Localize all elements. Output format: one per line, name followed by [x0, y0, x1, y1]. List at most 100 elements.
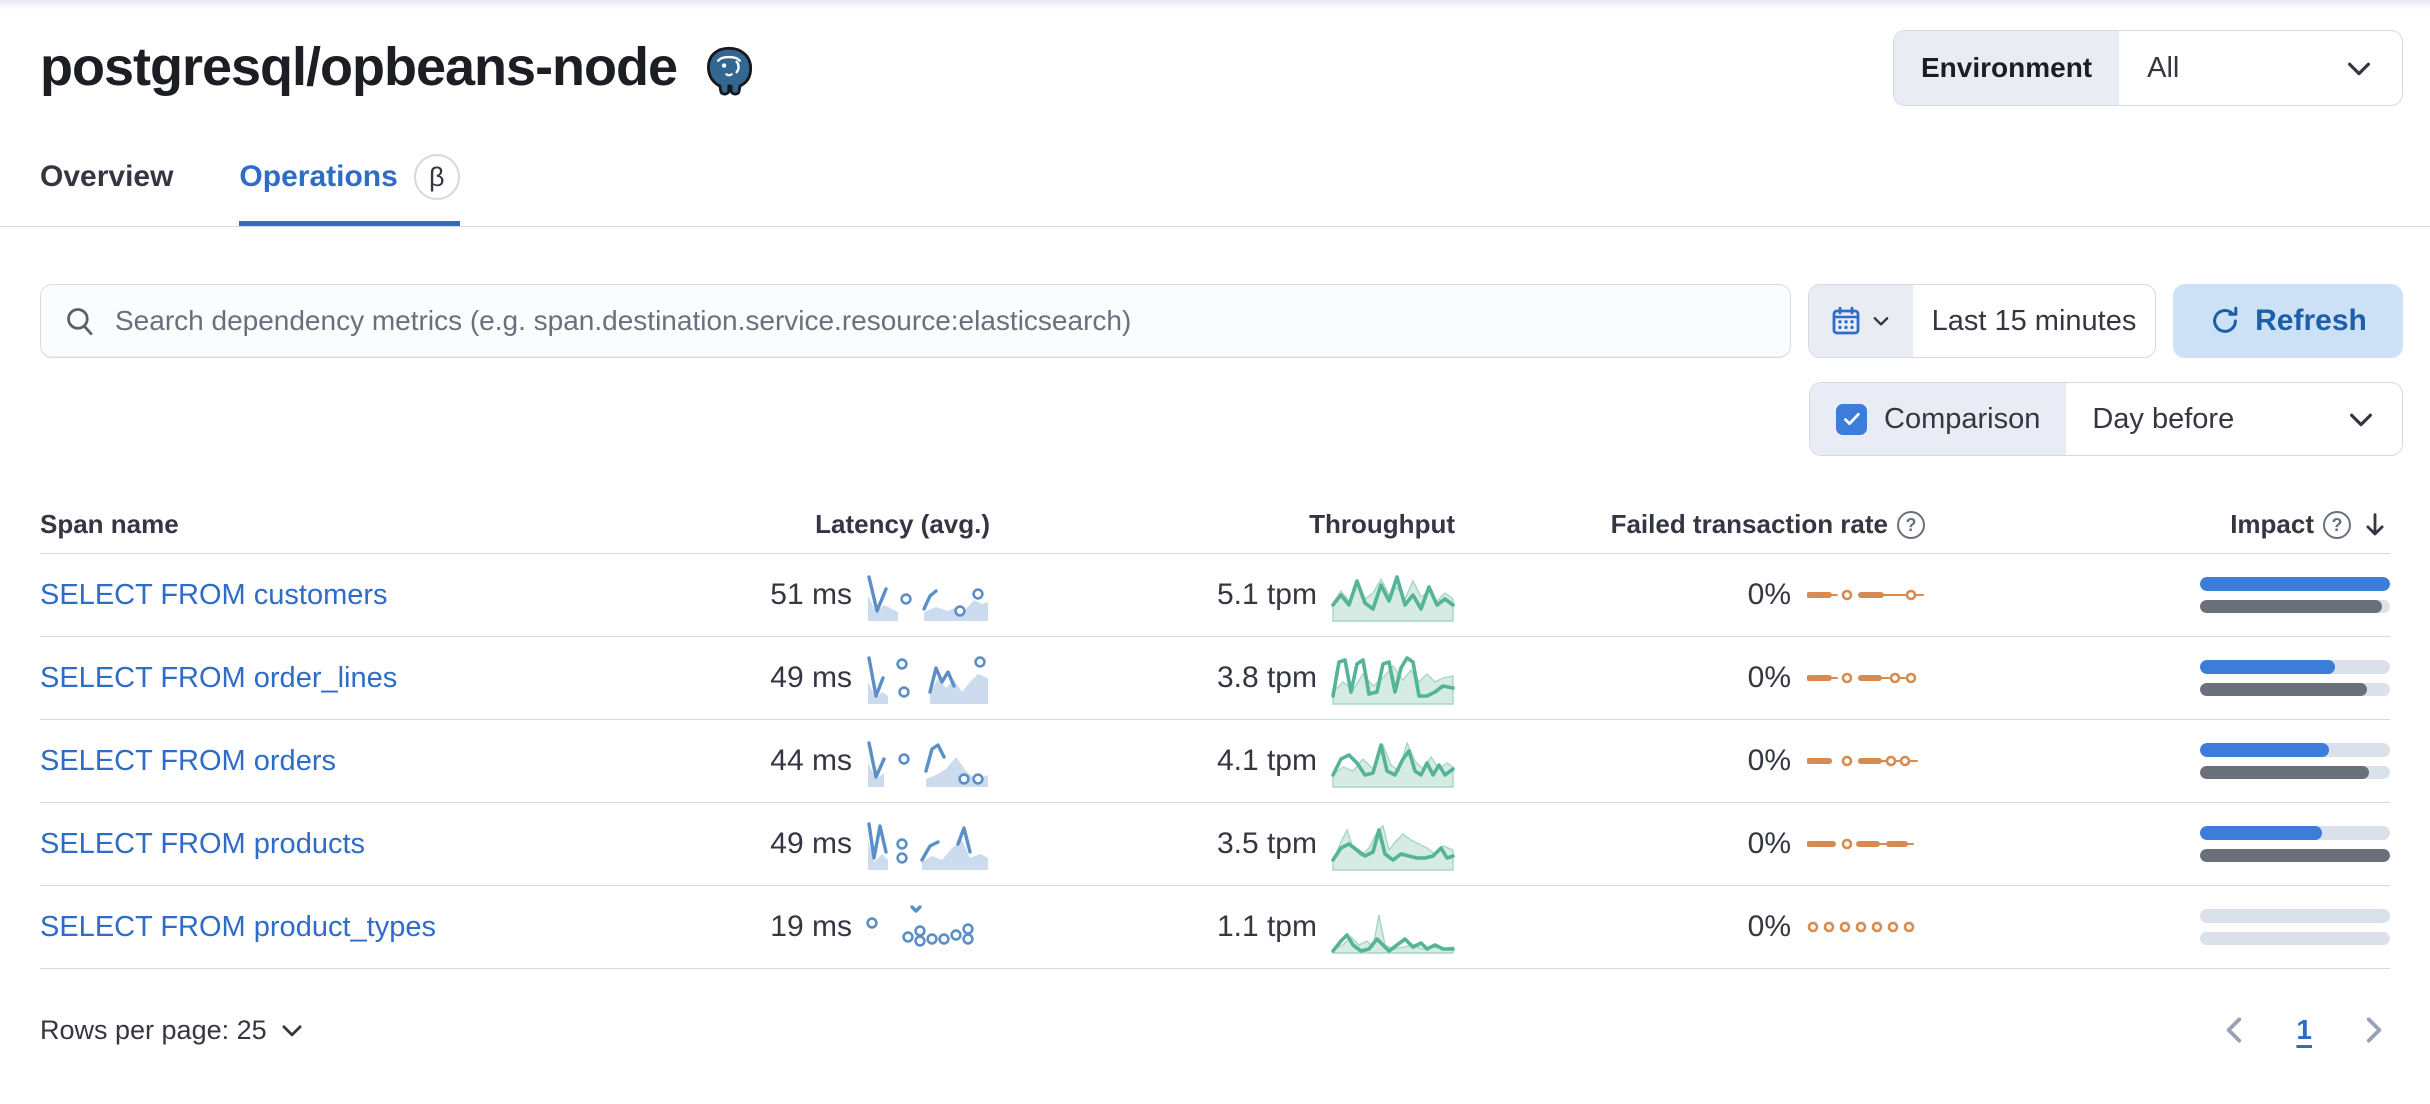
impact-bar-previous: [2200, 766, 2390, 779]
sparkline-chart: [867, 575, 988, 621]
environment-select[interactable]: Environment All: [1893, 30, 2403, 106]
sparkline-chart: [867, 822, 988, 870]
span-name-cell: SELECT FROM products: [40, 828, 530, 861]
comparison-select[interactable]: Day before: [2066, 383, 2402, 455]
help-icon[interactable]: ?: [1897, 510, 1925, 539]
calendar-icon: [1832, 306, 1860, 335]
failed-rate-cell: 0%: [1455, 735, 1925, 787]
environment-label: Environment: [1894, 31, 2120, 105]
latency-cell: 51 ms: [530, 569, 990, 621]
table-row: SELECT FROM product_types 19 ms 1.1 tpm 0%: [40, 886, 2390, 969]
sparkline-chart: [866, 905, 974, 947]
throughput-cell: 5.1 tpm: [990, 567, 1455, 623]
impact-bars: [2200, 660, 2390, 696]
impact-bar-fill: [2200, 849, 2390, 862]
failed-rate-cell: 0%: [1455, 569, 1925, 621]
column-header-failed-rate[interactable]: Failed transaction rate ?: [1455, 509, 1925, 540]
time-range-button[interactable]: Last 15 minutes: [1913, 285, 2155, 357]
table-header: Span name Latency (avg.) Throughput Fail…: [40, 496, 2390, 554]
impact-bar-previous: [2200, 932, 2390, 945]
latency-cell: 19 ms: [530, 901, 990, 953]
impact-bar-current: [2200, 909, 2390, 923]
failed-rate-cell: 0%: [1455, 901, 1925, 953]
impact-bar-fill: [2200, 577, 2390, 591]
span-name-link[interactable]: SELECT FROM products: [40, 827, 366, 860]
environment-value: All: [2147, 51, 2180, 84]
failed-rate-value: 0%: [1747, 661, 1791, 694]
check-icon: [1843, 412, 1860, 426]
impact-cell: [1925, 743, 2390, 779]
page-title: postgresql/opbeans-node: [40, 37, 678, 97]
top-shadow: [0, 0, 2430, 10]
throughput-cell: 1.1 tpm: [990, 899, 1455, 955]
help-icon[interactable]: ?: [2323, 510, 2351, 539]
search-input[interactable]: [115, 305, 1768, 337]
impact-bar-fill: [2200, 683, 2368, 696]
sparkline-chart: [1331, 824, 1455, 871]
rows-per-page-button[interactable]: Rows per page: 25: [40, 1015, 305, 1046]
tab-operations[interactable]: Operations β: [239, 154, 460, 226]
column-header-span-name[interactable]: Span name: [40, 509, 179, 539]
comparison-group: Comparison Day before: [1809, 382, 2403, 456]
span-name-link[interactable]: SELECT FROM orders: [40, 744, 336, 777]
page-header: postgresql/opbeans-node Environment All: [0, 10, 2430, 106]
sparkline-chart: [1807, 755, 1918, 767]
span-name-link[interactable]: SELECT FROM order_lines: [40, 661, 398, 694]
comparison-checkbox[interactable]: [1836, 403, 1867, 435]
comparison-label: Comparison: [1884, 402, 2041, 435]
span-name-link[interactable]: SELECT FROM product_types: [40, 910, 436, 943]
latency-value: 51 ms: [770, 578, 852, 611]
date-picker-menu-button[interactable]: [1809, 285, 1913, 357]
impact-cell: [1925, 909, 2390, 945]
operations-table: Span name Latency (avg.) Throughput Fail…: [40, 496, 2390, 969]
tab-divider: [0, 226, 2430, 227]
throughput-cell: 4.1 tpm: [990, 733, 1455, 789]
impact-cell: [1925, 660, 2390, 696]
impact-bar-fill: [2200, 660, 2335, 674]
refresh-button[interactable]: Refresh: [2173, 284, 2403, 358]
failed-rate-cell: 0%: [1455, 652, 1925, 704]
impact-bar-current: [2200, 577, 2390, 591]
column-header-latency[interactable]: Latency (avg.): [815, 509, 990, 539]
table-row: SELECT FROM products 49 ms 3.5 tpm 0%: [40, 803, 2390, 886]
sparkline-chart: [867, 656, 988, 704]
tab-overview-label: Overview: [40, 160, 174, 193]
sparkline-chart: [1331, 914, 1455, 954]
page-number-button[interactable]: 1: [2296, 1014, 2312, 1045]
span-name-cell: SELECT FROM product_types: [40, 911, 530, 944]
sparkline-chart: [1331, 575, 1455, 622]
failed-rate-value: 0%: [1747, 744, 1791, 777]
impact-bar-previous: [2200, 683, 2390, 696]
throughput-value: 3.5 tpm: [1216, 827, 1317, 860]
chevron-down-icon: [2350, 413, 2372, 427]
comparison-value: Day before: [2092, 402, 2235, 435]
toolbar: Last 15 minutes Refresh: [40, 284, 2403, 358]
sort-desc-icon: [2366, 512, 2384, 535]
latency-cell: 49 ms: [530, 818, 990, 870]
table-body: SELECT FROM customers 51 ms 5.1 tpm 0% SELEC…: [40, 554, 2390, 969]
tab-operations-label: Operations: [239, 160, 398, 193]
latency-value: 44 ms: [770, 744, 852, 777]
impact-bar-fill: [2200, 743, 2330, 757]
column-header-impact[interactable]: Impact ?: [1925, 509, 2390, 540]
sparkline-chart: [1807, 921, 1915, 933]
span-name-cell: SELECT FROM customers: [40, 579, 530, 612]
sparkline-chart: [1807, 838, 1914, 850]
refresh-label: Refresh: [2255, 304, 2367, 337]
previous-page-button[interactable]: [2218, 1013, 2252, 1047]
tab-overview[interactable]: Overview: [40, 154, 173, 226]
impact-bar-current: [2200, 743, 2390, 757]
beta-badge: β: [413, 154, 460, 200]
next-page-button[interactable]: [2356, 1013, 2390, 1047]
date-picker: Last 15 minutes: [1808, 284, 2156, 358]
chevron-down-icon: [2348, 62, 2370, 76]
failed-rate-cell: 0%: [1455, 818, 1925, 870]
throughput-value: 5.1 tpm: [1216, 578, 1317, 611]
latency-cell: 49 ms: [530, 652, 990, 704]
impact-bars: [2200, 577, 2390, 613]
throughput-value: 1.1 tpm: [1216, 910, 1317, 943]
impact-bar-fill: [2200, 600, 2383, 613]
span-name-link[interactable]: SELECT FROM customers: [40, 578, 388, 611]
throughput-value: 3.8 tpm: [1216, 661, 1317, 694]
column-header-throughput[interactable]: Throughput: [1309, 509, 1455, 539]
